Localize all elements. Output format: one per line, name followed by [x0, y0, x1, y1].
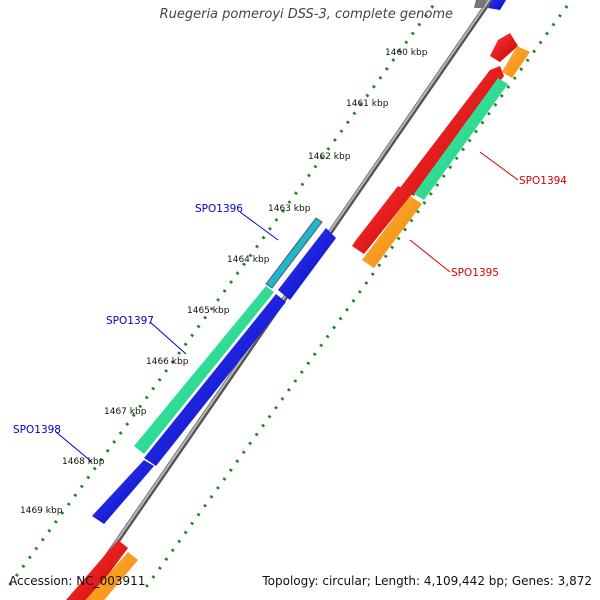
- ruler-label: 1468 kbp: [62, 457, 105, 467]
- cds-reverse-top: [490, 33, 518, 62]
- orange-feature-top: [502, 46, 530, 78]
- feature-fragment-top-grey: [474, 0, 487, 8]
- ruler-label: 1462 kbp: [308, 152, 351, 162]
- rna-spo1394-track: [414, 78, 508, 200]
- topology-info: Topology: circular; Length: 4,109,442 bp…: [262, 574, 592, 588]
- cds-reverse-bottom: [66, 540, 128, 600]
- gene-label-spo1398[interactable]: SPO1398: [13, 424, 61, 436]
- label-line-spo1394: [479, 151, 519, 181]
- label-line-spo1396: [239, 211, 279, 241]
- accession-info: Accession: NC_003911: [9, 574, 145, 588]
- misc-feature-spo1396: [265, 217, 323, 289]
- orange-feature-bottom: [85, 552, 138, 600]
- ruler-track-inner: [142, 0, 574, 591]
- cds-spo1395: [352, 186, 412, 254]
- gene-label-spo1397[interactable]: SPO1397: [106, 315, 154, 327]
- ruler-label: 1465 kbp: [187, 306, 230, 316]
- ruler-label: 1463 kbp: [268, 204, 311, 214]
- cds-spo1396: [278, 228, 336, 300]
- cds-spo1394: [400, 66, 504, 196]
- gene-label-spo1394[interactable]: SPO1394: [519, 175, 567, 187]
- ruler-label: 1460 kbp: [385, 48, 428, 58]
- map-title: Ruegeria pomeroyi DSS-3, complete genome: [159, 7, 453, 22]
- orange-feature-spo1395: [362, 196, 422, 268]
- ruler-label: 1466 kbp: [146, 357, 189, 367]
- ruler-label: 1461 kbp: [346, 99, 389, 109]
- label-line-spo1397: [149, 321, 187, 355]
- ruler-label: 1464 kbp: [227, 255, 270, 265]
- genome-backbone-shadow: [73, 0, 494, 600]
- cds-spo1397: [144, 294, 286, 466]
- ruler-label: 1469 kbp: [20, 506, 63, 516]
- label-line-spo1398: [55, 431, 93, 463]
- ruler-label: 1467 kbp: [104, 407, 147, 417]
- label-line-spo1395: [409, 239, 451, 273]
- accession-label: Accession:: [9, 574, 73, 588]
- accession-value: NC_003911: [76, 574, 146, 588]
- rna-spo1397: [134, 286, 274, 454]
- gene-label-spo1395[interactable]: SPO1395: [451, 267, 499, 279]
- feature-fragment-top-blue: [488, 0, 506, 10]
- cds-spo1398: [92, 460, 154, 524]
- gene-label-spo1396[interactable]: SPO1396: [195, 203, 243, 215]
- ruler-track-outer: [4, 0, 440, 591]
